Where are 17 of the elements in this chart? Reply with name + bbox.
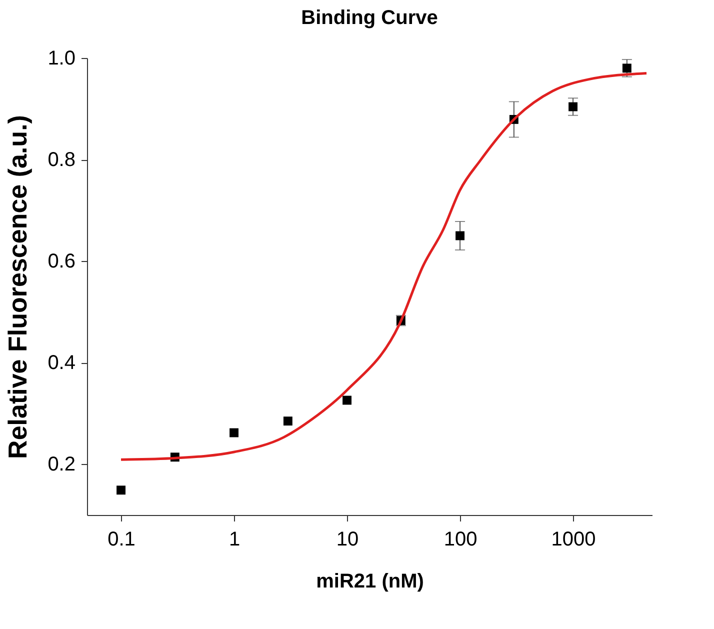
y-tick-label: 0.4 [48,352,76,374]
point [622,64,632,73]
x-tick-label: 100 [444,528,478,550]
point [230,428,238,438]
x-tick-label: 0.1 [108,528,136,550]
x-tick-label: 1 [228,528,240,550]
x-tick-label: 1000 [551,528,596,550]
x-axis-title: miR21 (nM) [316,570,424,592]
y-tick-label: 0.8 [48,149,76,172]
point [342,396,352,405]
y-tick-label: 1.0 [48,48,76,70]
y-axis-title: Relative Fluorescence (a.u.) [2,115,33,459]
chart-title: Binding Curve [301,7,438,29]
y-tick-label: 0.6 [48,250,76,273]
point [116,486,126,495]
y-tick-label: 0.2 [48,454,76,476]
x-tick-label: 10 [336,528,359,550]
